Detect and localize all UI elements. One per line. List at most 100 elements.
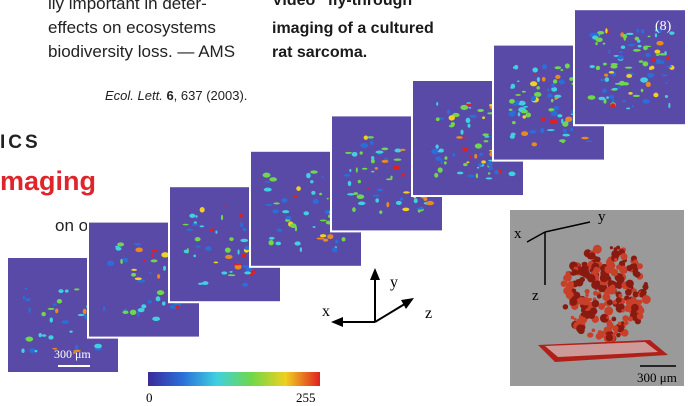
render-cell [621,309,625,313]
render-cell [562,304,569,310]
blob [237,249,240,255]
blob [135,247,143,253]
blob [241,282,249,287]
render-cell [598,302,606,310]
blob [665,82,668,85]
blob [28,307,31,313]
blob [595,41,598,46]
blob [564,63,570,69]
blob [367,136,374,139]
blob [512,121,516,125]
blob [443,161,447,165]
blob [611,98,615,103]
blob [192,223,199,226]
blob [47,307,55,310]
blob [392,165,400,170]
body-line: biodiversity loss. — AMS [48,42,236,61]
blob [276,228,283,232]
blob [653,92,659,98]
blob [416,207,424,210]
blob [56,299,63,304]
blob [515,93,521,96]
blob [482,116,485,120]
blob [608,49,611,54]
blob [465,117,471,123]
blob [371,170,375,173]
blob [423,197,428,201]
blob [511,110,516,114]
blob [632,48,641,52]
blob [322,238,329,242]
blob [34,349,38,353]
blob [437,167,443,173]
blob [374,166,378,170]
blob [509,134,515,139]
blob [264,181,271,183]
render-axis-label: z [532,288,539,304]
blob [303,211,310,216]
render-cell [596,334,602,339]
blob [41,334,47,337]
blob [640,28,645,34]
blob [624,66,633,69]
blob [379,210,383,214]
blob [161,252,170,258]
blob [156,290,165,296]
blob [199,207,205,213]
blob [608,95,615,99]
render-cell [633,271,641,278]
blob [474,153,478,159]
render-cell [571,288,577,294]
blob [162,301,166,306]
blob [82,308,87,315]
blob [244,245,251,251]
blob [195,215,198,218]
render-axis-label: x [514,226,522,242]
render-axes [526,221,591,285]
blob [221,271,228,275]
render-cell [631,263,638,270]
render-cell [630,308,637,315]
blob [312,198,319,205]
blob [106,260,115,267]
blob [605,28,608,34]
blob [521,110,524,114]
colorbar-min: 0 [146,390,153,405]
blob [467,123,471,128]
blob [319,219,327,222]
blob [263,187,272,192]
blob [134,243,142,246]
blob [589,64,595,69]
render-volume [538,244,668,362]
blob [376,188,383,192]
render-cell [615,296,622,303]
blob [426,200,435,206]
blob [477,108,484,112]
blob [41,311,46,317]
colorbar-max: 255 [296,390,316,405]
blob [460,104,469,110]
blob [386,201,390,208]
blob [84,314,88,320]
blob [25,336,34,342]
blob [189,213,196,218]
blob [331,247,338,253]
blob [213,261,219,264]
blob [668,102,671,109]
scale-label: 300 μm [54,347,91,361]
blob [326,197,329,200]
blob [540,117,546,122]
blob [467,174,475,178]
blob [487,172,491,175]
render-cell [588,310,592,315]
blob [343,173,351,177]
axis-label: x [322,303,330,320]
blob [642,99,650,104]
blob [650,65,655,70]
blob [366,187,370,190]
blob [141,304,147,309]
render-cell [570,315,575,320]
blob [562,121,569,127]
blob [512,103,520,106]
blob [282,210,290,214]
